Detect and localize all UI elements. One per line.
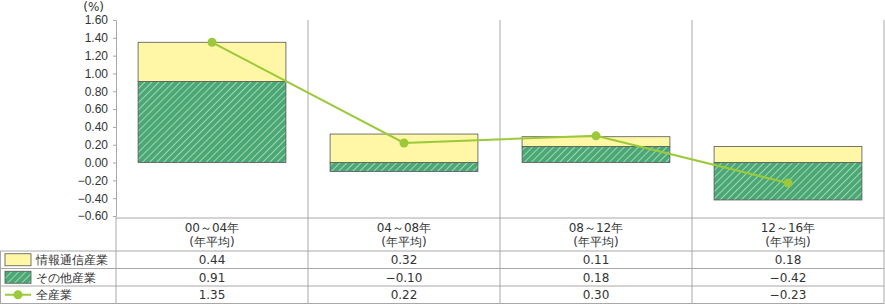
y-tick-label: 0.40 (85, 120, 109, 134)
bar (138, 81, 286, 162)
y-tick-label: 0.00 (85, 156, 109, 170)
y-tick-mark (113, 163, 116, 164)
data-label: −0.23 (770, 288, 807, 302)
table-rule (0, 303, 884, 304)
y-tick-mark (113, 38, 116, 39)
y-axis: −0.60 −0.40 −0.20 0.00 0.20 0.40 0.60 0.80 1.00 1… (78, 13, 117, 223)
data-label: 0.91 (199, 271, 226, 285)
y-axis-line (116, 21, 117, 217)
y-tick-mark (113, 198, 116, 199)
y-tick-label: 0.60 (85, 102, 109, 116)
y-tick-mark (113, 216, 116, 217)
frame (0, 20, 884, 304)
y-tick-label: 1.20 (85, 49, 109, 63)
y-tick-label: 1.00 (85, 67, 109, 81)
data-label: −0.42 (770, 271, 807, 285)
y-tick: 1.40 (85, 31, 116, 45)
line-marker (400, 138, 409, 147)
legend-label: 情報通信産業 (35, 253, 108, 267)
legend-label: 全産業 (36, 288, 72, 302)
y-tick-mark (113, 145, 116, 146)
bar (138, 42, 286, 81)
column-separator (500, 20, 501, 304)
category-label-line: 04～08年 (377, 221, 432, 235)
data-label: 1.35 (199, 288, 226, 302)
y-tick: −0.40 (78, 192, 116, 206)
plot-area (138, 38, 862, 200)
line-marker (592, 131, 601, 140)
y-tick-label: −0.40 (78, 192, 109, 206)
y-tick-label: −0.60 (78, 209, 109, 223)
bar (330, 134, 478, 163)
data-label: 0.30 (583, 288, 610, 302)
column-separator (884, 20, 885, 304)
table-rule (0, 251, 1, 304)
bar (714, 163, 862, 200)
data-label: 0.44 (199, 253, 226, 267)
line-marker (208, 38, 217, 47)
y-tick: −0.20 (78, 174, 116, 188)
legend-key (14, 290, 23, 299)
y-tick: 0.20 (85, 138, 116, 152)
column-separator (692, 20, 693, 304)
y-tick-mark (113, 56, 116, 57)
line (212, 42, 788, 183)
y-tick-mark (113, 20, 116, 21)
data-label: 0.18 (775, 253, 802, 267)
legend-key (5, 254, 31, 266)
category-label: 04～08年(年平均) (377, 221, 432, 249)
legend-key (5, 271, 31, 283)
y-tick-mark (113, 91, 116, 92)
category-label-line: (年平均) (381, 235, 426, 249)
y-tick-label: 1.60 (85, 13, 109, 27)
y-tick: 1.00 (85, 67, 116, 81)
y-tick-label: −0.20 (78, 174, 109, 188)
data-label: 0.32 (391, 253, 418, 267)
category-label-line: 08～12年 (569, 221, 624, 235)
y-tick-mark (113, 109, 116, 110)
category-label-line: 12～16年 (761, 221, 816, 235)
table-rule (0, 268, 884, 269)
y-tick-label: 0.20 (85, 138, 109, 152)
table-rule (116, 216, 117, 304)
data-label: 0.18 (583, 271, 610, 285)
line-marker (784, 179, 793, 188)
y-tick-label: 0.80 (85, 85, 109, 99)
y-tick: 0.40 (85, 120, 116, 134)
y-tick: 0.60 (85, 102, 116, 116)
y-tick: 1.20 (85, 49, 116, 63)
data-label: 0.22 (391, 288, 418, 302)
y-tick-mark (113, 180, 116, 181)
y-tick: −0.60 (78, 209, 116, 223)
table-rule (116, 218, 884, 219)
legend-label: その他産業 (36, 271, 96, 285)
table-rule (0, 286, 884, 287)
y-axis-title: (%) (83, 0, 104, 14)
bar (330, 163, 478, 172)
y-tick-mark (113, 73, 116, 74)
category-label: 00～04年(年平均) (185, 221, 240, 249)
category-label: 08～12年(年平均) (569, 221, 624, 249)
data-label: 0.11 (583, 253, 610, 267)
table-rule (0, 251, 884, 252)
column-separator (308, 20, 309, 304)
data-label: −0.10 (386, 271, 423, 285)
bar (714, 147, 862, 163)
chart: −0.60 −0.40 −0.20 0.00 0.20 0.40 0.60 0.80 1.00 1… (0, 0, 885, 304)
y-tick-mark (113, 127, 116, 128)
category-label-line: (年平均) (573, 235, 618, 249)
category-label-line: (年平均) (765, 235, 810, 249)
category-label-line: (年平均) (189, 235, 234, 249)
y-tick-label: 1.40 (85, 31, 109, 45)
y-tick: 0.80 (85, 85, 116, 99)
category-label: 12～16年(年平均) (761, 221, 816, 249)
y-tick: 0.00 (85, 156, 116, 170)
y-tick: 1.60 (85, 13, 116, 27)
category-label-line: 00～04年 (185, 221, 240, 235)
